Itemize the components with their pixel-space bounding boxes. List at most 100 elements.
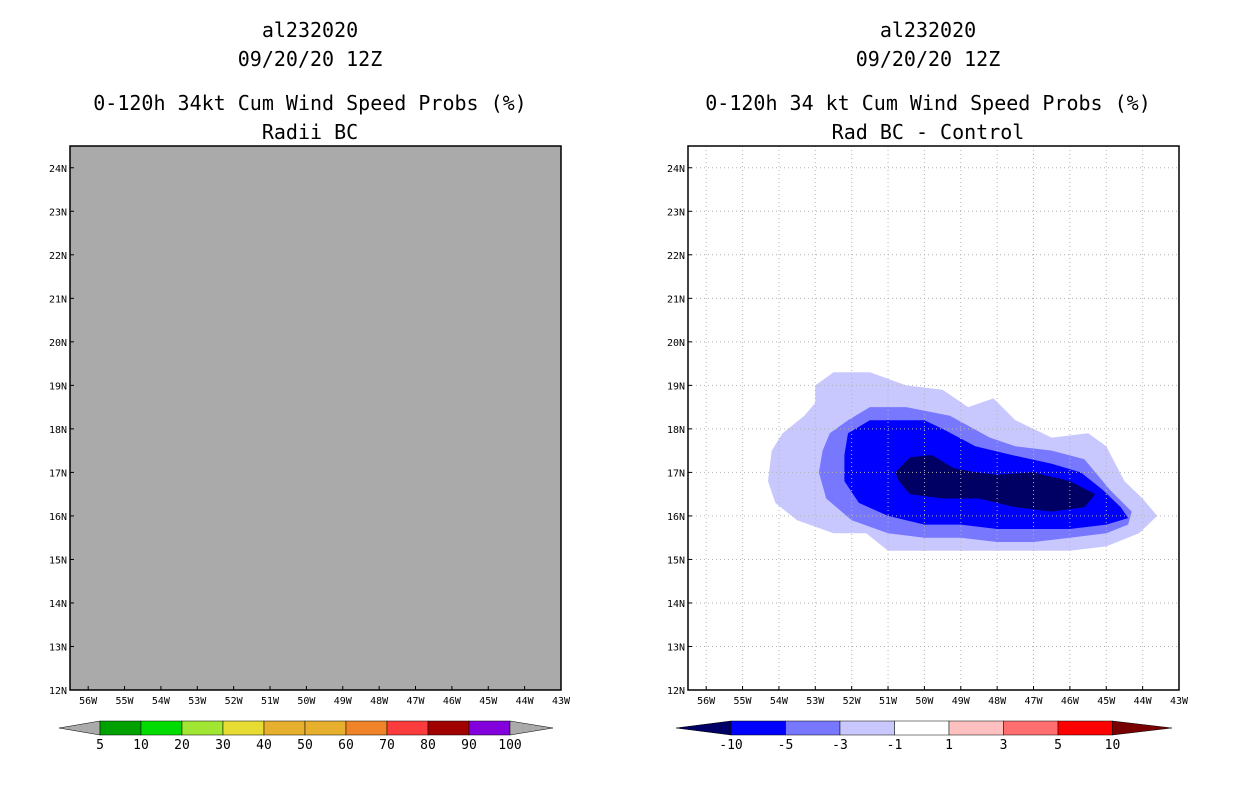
left-y-tick-label: 20N (49, 338, 67, 349)
right-x-tick-label: 53W (806, 696, 825, 707)
right-colorbar-bin (1003, 720, 1059, 736)
right-y-tick-label: 16N (667, 512, 685, 523)
left-x-tick-label: 45W (479, 696, 498, 707)
left-colorbar-bin (140, 720, 183, 736)
left-title-date: 09/20/20 12Z (238, 47, 383, 71)
left-title-subtitle: Radii BC (262, 120, 358, 144)
left-y-tick-label: 16N (49, 512, 67, 523)
left-x-tick-label: 46W (443, 696, 462, 707)
right-x-tick-label: 43W (1170, 696, 1189, 707)
right-colorbar-label: -5 (778, 738, 794, 753)
right-x-tick-label: 50W (915, 696, 934, 707)
left-x-tick-label: 44W (516, 696, 535, 707)
left-colorbar-bin (99, 720, 142, 736)
left-colorbar-arrow-high (509, 720, 554, 736)
right-y-tick-label: 19N (667, 381, 685, 392)
right-x-tick-label: 54W (770, 696, 789, 707)
right-colorbar-label: -10 (719, 738, 742, 753)
right-x-tick-label: 52W (843, 696, 862, 707)
left-x-tick-label: 50W (297, 696, 316, 707)
right-title-date: 09/20/20 12Z (856, 47, 1001, 71)
left-colorbar-bin (345, 720, 388, 736)
left-y-tick-label: 17N (49, 468, 67, 479)
right-contour-3 (895, 455, 1096, 512)
left-colorbar-bin (263, 720, 306, 736)
left-colorbar-bin (222, 720, 265, 736)
left-x-tick-label: 52W (225, 696, 244, 707)
right-x-tick-label: 49W (952, 696, 971, 707)
left-x-tick-label: 54W (152, 696, 171, 707)
left-x-tick-label: 55W (116, 696, 135, 707)
right-x-tick-label: 46W (1061, 696, 1080, 707)
right-y-tick-label: 12N (667, 686, 685, 697)
left-colorbar-label: 10 (133, 738, 149, 753)
left-colorbar-arrow-low (58, 720, 101, 736)
left-colorbar-label: 5 (96, 738, 104, 753)
right-x-tick-label: 51W (879, 696, 898, 707)
right-y-tick-label: 22N (667, 251, 685, 262)
left-y-tick-label: 13N (49, 642, 67, 653)
left-plot-background (70, 146, 561, 690)
right-x-tick-label: 45W (1097, 696, 1116, 707)
left-y-tick-label: 21N (49, 294, 67, 305)
left-colorbar-bin (181, 720, 224, 736)
right-x-tick-label: 47W (1024, 696, 1043, 707)
left-y-tick-label: 23N (49, 207, 67, 218)
right-colorbar-arrow-high (1112, 720, 1173, 736)
left-colorbar-label: 80 (420, 738, 436, 753)
left-x-tick-label: 48W (370, 696, 389, 707)
left-plot-frame (69, 145, 562, 691)
right-colorbar-arrow-low (675, 720, 732, 736)
left-colorbar-label: 30 (215, 738, 231, 753)
right-colorbar-label: 1 (945, 738, 953, 753)
left-title-storm: al232020 (262, 18, 358, 42)
left-colorbar-bin (386, 720, 429, 736)
left-colorbar-label: 100 (498, 738, 521, 753)
left-y-tick-label: 22N (49, 251, 67, 262)
left-colorbar-bin (427, 720, 470, 736)
left-y-tick-label: 12N (49, 686, 67, 697)
left-x-tick-label: 49W (334, 696, 353, 707)
right-x-tick-label: 44W (1134, 696, 1153, 707)
left-colorbar-label: 70 (379, 738, 395, 753)
left-colorbar-label: 60 (338, 738, 354, 753)
right-y-tick-label: 15N (667, 555, 685, 566)
right-colorbar-label: -3 (832, 738, 848, 753)
right-colorbar-bin (948, 720, 1004, 736)
right-y-tick-label: 17N (667, 468, 685, 479)
left-x-tick-label: 56W (79, 696, 98, 707)
left-x-tick-label: 53W (188, 696, 207, 707)
right-colorbar-bin (1057, 720, 1113, 736)
right-colorbar-label: 10 (1105, 738, 1121, 753)
left-colorbar: 5 10 20 30 40 50 60 70 80 90 100 (58, 720, 554, 753)
right-y-tick-label: 24N (667, 164, 685, 175)
left-colorbar-label: 50 (297, 738, 313, 753)
right-title-product: 0-120h 34 kt Cum Wind Speed Probs (%) (705, 91, 1151, 115)
left-x-tick-label: 47W (406, 696, 425, 707)
right-colorbar-bin (785, 720, 841, 736)
left-colorbar-bin (468, 720, 511, 736)
right-x-tick-label: 48W (988, 696, 1007, 707)
right-colorbar-label: -1 (887, 738, 903, 753)
right-y-tick-label: 14N (667, 599, 685, 610)
left-y-tick-label: 18N (49, 425, 67, 436)
left-map-panel: 56W 55W 54W 53W 52W 51W 50W 49W 48W 47W 46W 45W 44W 4… (49, 145, 571, 707)
left-y-tick-label: 24N (49, 164, 67, 175)
right-title-subtitle: Rad BC - Control (832, 120, 1025, 144)
right-y-tick-label: 20N (667, 338, 685, 349)
right-colorbar-bin (894, 720, 950, 736)
left-x-tick-label: 51W (261, 696, 280, 707)
right-title-storm: al232020 (880, 18, 976, 42)
right-map-panel: 56W 55W 54W 53W 52W 51W 50W 49W 48W 47W 46W 45W 44W 4… (667, 145, 1189, 707)
left-y-tick-label: 15N (49, 555, 67, 566)
left-x-tick-label: 43W (552, 696, 571, 707)
right-plot-frame (687, 145, 1180, 691)
right-x-tick-label: 55W (734, 696, 753, 707)
left-title-product: 0-120h 34kt Cum Wind Speed Probs (%) (93, 91, 526, 115)
right-colorbar-bin (839, 720, 895, 736)
right-y-tick-label: 21N (667, 294, 685, 305)
right-colorbar-label: 3 (1000, 738, 1008, 753)
right-colorbar-bin (730, 720, 786, 736)
right-y-tick-label: 23N (667, 207, 685, 218)
